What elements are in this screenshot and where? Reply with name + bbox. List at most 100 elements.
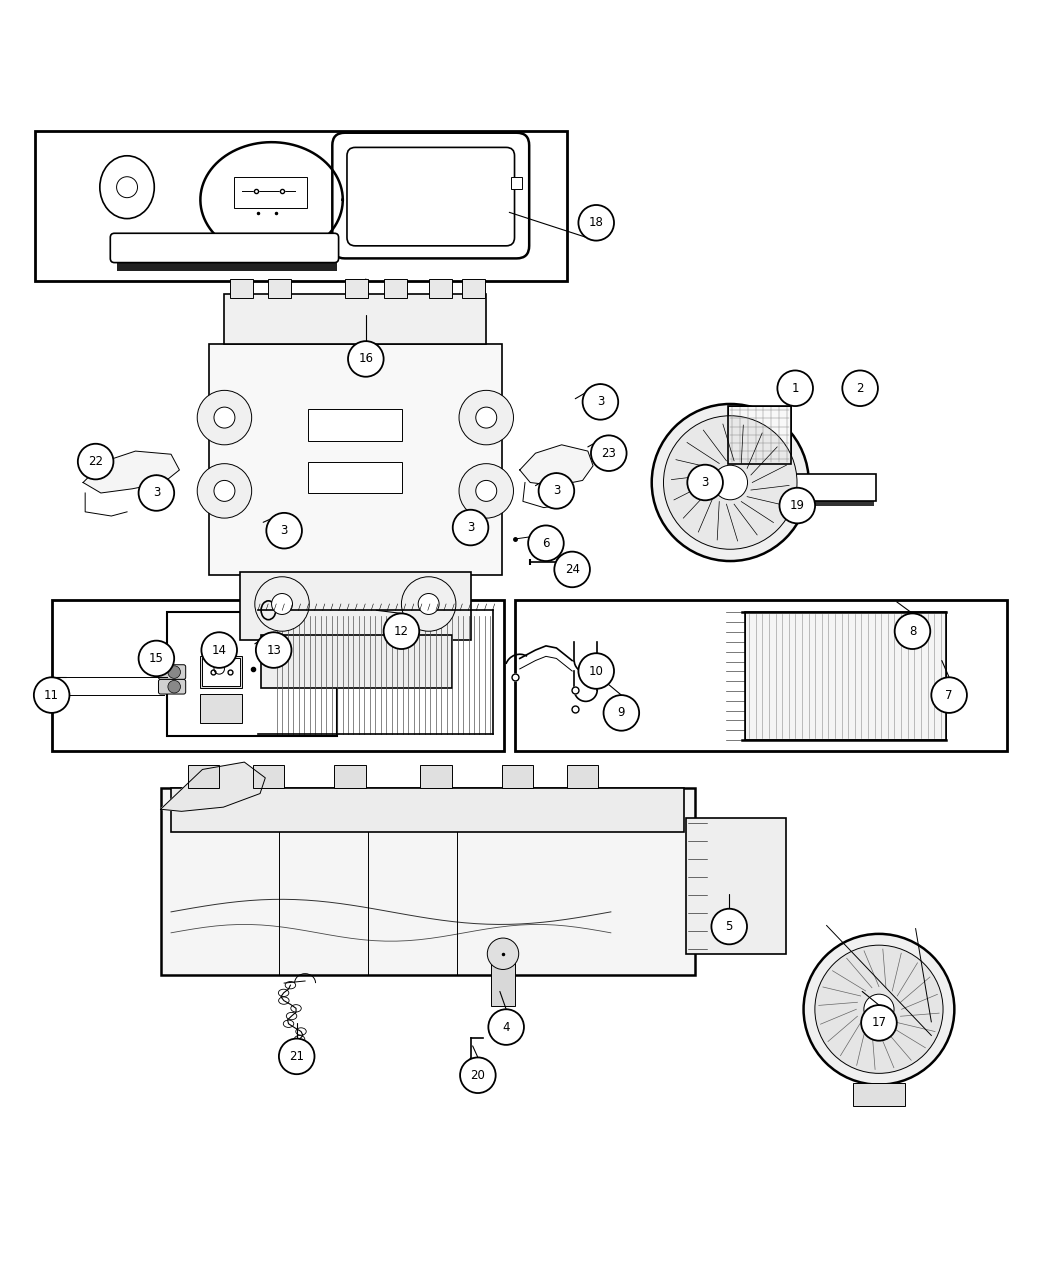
Circle shape — [583, 384, 618, 419]
Bar — [35, 130, 567, 282]
Bar — [209, 344, 502, 575]
Bar — [502, 765, 533, 788]
Bar — [240, 571, 470, 640]
Circle shape — [712, 909, 747, 945]
Circle shape — [168, 681, 181, 694]
Bar — [167, 612, 336, 736]
Bar — [309, 462, 402, 493]
Circle shape — [842, 371, 878, 405]
FancyBboxPatch shape — [110, 233, 338, 263]
Circle shape — [272, 594, 293, 615]
Text: 17: 17 — [872, 1016, 886, 1029]
Bar — [744, 612, 946, 740]
Bar — [344, 279, 368, 298]
Circle shape — [214, 481, 235, 501]
Circle shape — [197, 390, 252, 445]
Text: 4: 4 — [502, 1020, 510, 1034]
Bar — [234, 177, 308, 208]
Circle shape — [207, 657, 232, 681]
Bar — [201, 657, 243, 687]
Circle shape — [139, 476, 174, 511]
Circle shape — [202, 632, 237, 668]
Bar — [253, 765, 285, 788]
Circle shape — [197, 464, 252, 518]
Circle shape — [459, 464, 513, 518]
Text: 10: 10 — [589, 664, 604, 677]
Bar — [201, 694, 243, 723]
Text: 19: 19 — [790, 499, 804, 513]
FancyBboxPatch shape — [159, 664, 186, 680]
Bar — [514, 599, 1007, 751]
Text: 9: 9 — [617, 706, 625, 719]
Circle shape — [779, 488, 815, 523]
Bar — [188, 765, 219, 788]
Text: 3: 3 — [552, 484, 560, 497]
Text: 14: 14 — [212, 644, 227, 657]
Bar — [51, 599, 504, 751]
Circle shape — [34, 677, 69, 713]
Text: 3: 3 — [596, 395, 604, 408]
Bar — [462, 279, 485, 298]
Text: 15: 15 — [149, 652, 164, 666]
Circle shape — [401, 576, 456, 631]
Bar — [511, 177, 522, 189]
Circle shape — [815, 945, 943, 1074]
Text: 6: 6 — [542, 537, 550, 550]
Text: 3: 3 — [280, 524, 288, 537]
Text: 3: 3 — [701, 476, 709, 490]
Circle shape — [861, 1005, 897, 1040]
Bar — [491, 956, 514, 1006]
Bar — [334, 765, 365, 788]
Circle shape — [267, 513, 302, 548]
Circle shape — [279, 1039, 315, 1075]
Text: 11: 11 — [44, 688, 59, 701]
Circle shape — [168, 666, 181, 678]
Bar — [309, 409, 402, 441]
Text: 2: 2 — [857, 381, 864, 395]
Polygon shape — [520, 445, 593, 486]
Polygon shape — [161, 762, 266, 811]
Circle shape — [255, 576, 310, 631]
Circle shape — [348, 342, 383, 376]
Text: 16: 16 — [358, 352, 374, 366]
Circle shape — [476, 481, 497, 501]
Text: 24: 24 — [565, 564, 580, 576]
Circle shape — [579, 653, 614, 689]
Bar — [420, 765, 451, 788]
Circle shape — [78, 444, 113, 479]
Text: 7: 7 — [945, 688, 953, 701]
Circle shape — [604, 695, 639, 731]
Text: 3: 3 — [152, 487, 160, 500]
Bar — [117, 259, 336, 272]
Circle shape — [256, 632, 292, 668]
Text: 1: 1 — [792, 381, 799, 395]
Text: 13: 13 — [267, 644, 281, 657]
Text: 22: 22 — [88, 455, 103, 468]
Circle shape — [931, 677, 967, 713]
Circle shape — [539, 473, 574, 509]
Text: 23: 23 — [602, 446, 616, 460]
Circle shape — [418, 594, 439, 615]
Circle shape — [554, 552, 590, 588]
Circle shape — [139, 640, 174, 676]
Text: 12: 12 — [394, 625, 408, 638]
Circle shape — [487, 938, 519, 969]
Circle shape — [214, 407, 235, 428]
Bar — [726, 500, 874, 506]
Bar — [230, 279, 253, 298]
Circle shape — [459, 390, 513, 445]
Circle shape — [528, 525, 564, 561]
Bar — [161, 788, 695, 974]
Text: 8: 8 — [909, 625, 917, 638]
FancyBboxPatch shape — [159, 680, 186, 694]
Circle shape — [591, 435, 627, 470]
Bar — [203, 658, 240, 686]
Bar — [261, 635, 452, 687]
Bar — [383, 279, 406, 298]
Circle shape — [688, 464, 723, 500]
Bar — [728, 405, 791, 464]
Bar — [567, 765, 598, 788]
Circle shape — [488, 1010, 524, 1046]
Bar — [853, 1082, 905, 1105]
Circle shape — [652, 404, 808, 561]
